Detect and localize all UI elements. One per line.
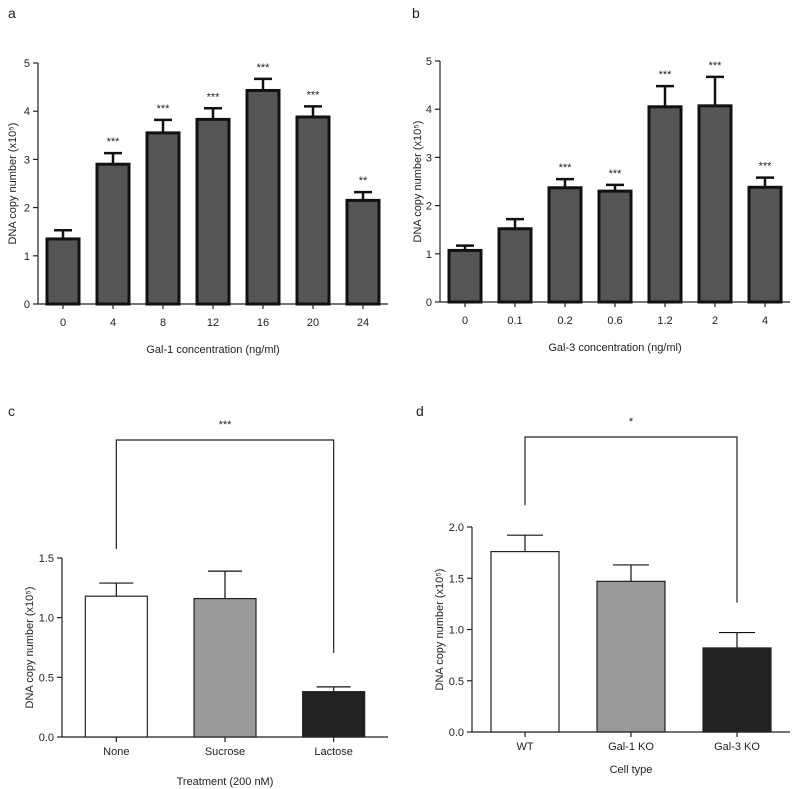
panel-letter-a: a xyxy=(8,5,16,21)
significance-label: *** xyxy=(759,161,773,173)
y-tick-label: 5 xyxy=(24,58,30,70)
comparison-bracket xyxy=(524,436,738,603)
significance-label: *** xyxy=(709,60,723,72)
panel-b: b 0 1 2 3 4 5 DNA copy number (x10⁵) Gal-3 conce… xyxy=(412,5,790,354)
y-tick-label: 4 xyxy=(24,106,30,118)
significance-label: *** xyxy=(107,136,121,148)
y-tick-label: 2 xyxy=(24,203,30,215)
x-tick-label: 0.1 xyxy=(507,315,522,327)
x-tick-label: 0 xyxy=(60,317,66,329)
x-axis-label: Treatment (200 nM) xyxy=(177,776,274,788)
x-axis-label: Gal-1 concentration (ng/ml) xyxy=(146,344,279,356)
y-tick-label: 1.0 xyxy=(39,613,54,625)
y-tick-label: 0.0 xyxy=(449,727,464,739)
y-tick-label: 0 xyxy=(426,297,432,309)
x-tick-label: 16 xyxy=(257,317,269,329)
panel-d: d 0.0 0.5 1.0 1.5 2.0 DNA copy number (x10⁵) Ce… xyxy=(416,403,790,776)
significance-label: *** xyxy=(307,89,321,101)
bar-1.2 xyxy=(647,105,683,304)
significance-label: *** xyxy=(659,69,673,81)
y-tick-label: 1.0 xyxy=(449,625,464,637)
significance-label: *** xyxy=(609,168,623,180)
significance-label: *** xyxy=(157,103,171,115)
bar-WT xyxy=(490,550,560,733)
x-tick-label: 0 xyxy=(462,315,468,327)
x-tick-label: 20 xyxy=(307,317,319,329)
panel-letter-b: b xyxy=(412,5,420,21)
bar-8 xyxy=(145,131,181,306)
y-tick-label: 4 xyxy=(426,104,432,116)
x-tick-label: 12 xyxy=(207,317,219,329)
x-tick-label: 4 xyxy=(762,315,768,327)
bar-None xyxy=(84,595,148,738)
x-tick-label: Sucrose xyxy=(205,746,245,758)
x-tick-label: None xyxy=(103,746,129,758)
bar-20 xyxy=(295,115,331,306)
bar-0 xyxy=(45,237,81,306)
x-tick-label: 2 xyxy=(712,315,718,327)
significance-label: *** xyxy=(559,162,573,174)
y-tick-label: 2.0 xyxy=(449,522,464,534)
significance-label: ** xyxy=(359,175,368,187)
bar-0.6 xyxy=(597,189,633,304)
y-tick-label: 1.5 xyxy=(39,553,54,565)
x-axis-label: Cell type xyxy=(610,764,653,776)
bar-Gal-1 KO xyxy=(596,580,666,733)
x-tick-label: 0.6 xyxy=(607,315,622,327)
x-axis-label: Gal-3 concentration (ng/ml) xyxy=(548,342,681,354)
y-axis-label: DNA copy number (x10⁵) xyxy=(412,121,424,243)
bar-4 xyxy=(95,162,131,306)
y-tick-label: 0.0 xyxy=(39,732,54,744)
bar-2 xyxy=(697,104,733,304)
y-tick-label: 3 xyxy=(24,154,30,166)
x-tick-label: 4 xyxy=(110,317,116,329)
comparison-bracket xyxy=(115,439,335,653)
significance-label: *** xyxy=(257,62,271,74)
bar-12 xyxy=(195,117,231,306)
y-axis-label: DNA copy number (x10⁵) xyxy=(434,569,446,691)
y-tick-label: 2 xyxy=(426,201,432,213)
bar-Sucrose xyxy=(193,597,257,738)
x-tick-label: Lactose xyxy=(314,746,353,758)
bar-24 xyxy=(345,198,381,306)
bracket-significance-label: * xyxy=(629,416,634,428)
bracket-significance-label: *** xyxy=(219,419,233,431)
bar-0.1 xyxy=(497,227,533,304)
y-axis-label: DNA copy number (x10⁵) xyxy=(24,587,36,709)
y-tick-label: 5 xyxy=(426,56,432,68)
y-tick-label: 0 xyxy=(24,299,30,311)
y-tick-label: 1 xyxy=(426,249,432,261)
y-axis-label: DNA copy number (x10⁵) xyxy=(7,123,19,245)
bar-4 xyxy=(747,185,783,304)
y-tick-label: 0.5 xyxy=(449,676,464,688)
bar-0 xyxy=(447,248,483,304)
panel-letter-c: c xyxy=(8,403,15,419)
bar-0.2 xyxy=(547,186,583,304)
x-tick-label: WT xyxy=(516,741,533,753)
x-tick-label: Gal-1 KO xyxy=(608,741,654,753)
y-tick-label: 0.5 xyxy=(39,672,54,684)
significance-label: *** xyxy=(207,91,221,103)
bar-Gal-3 KO xyxy=(702,647,772,733)
x-tick-label: 0.2 xyxy=(557,315,572,327)
y-tick-label: 1.5 xyxy=(449,573,464,585)
x-tick-label: 1.2 xyxy=(657,315,672,327)
x-tick-label: 8 xyxy=(160,317,166,329)
x-tick-label: Gal-3 KO xyxy=(714,741,760,753)
bar-16 xyxy=(245,88,281,306)
y-tick-label: 3 xyxy=(426,152,432,164)
panel-letter-d: d xyxy=(416,403,424,419)
x-tick-label: 24 xyxy=(357,317,369,329)
bar-Lactose xyxy=(302,691,366,738)
panel-c: c 0.0 0.5 1.0 1.5 DNA copy number (x10⁵) Treat… xyxy=(8,403,388,788)
y-tick-label: 1 xyxy=(24,251,30,263)
